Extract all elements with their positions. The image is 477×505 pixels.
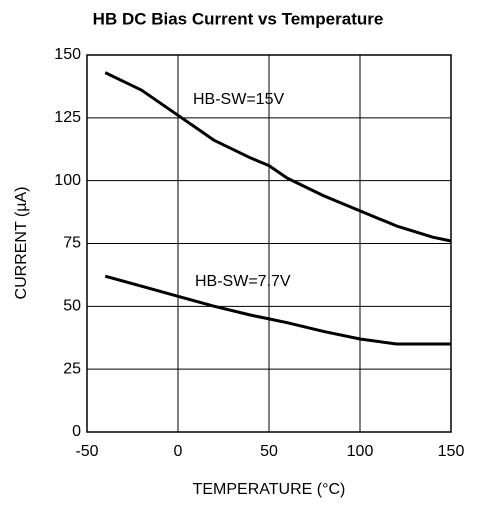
y-tick-label: 0 <box>72 423 81 440</box>
series-line <box>104 274 451 346</box>
y-tick-label: 75 <box>63 235 81 252</box>
series-label: HB-SW=7.7V <box>195 273 291 290</box>
x-axis-label: TEMPERATURE (°C) <box>193 481 346 498</box>
chart-title: HB DC Bias Current vs Temperature <box>93 9 384 28</box>
x-tick-label: 150 <box>438 443 465 460</box>
y-tick-label: 100 <box>54 172 81 189</box>
x-tick-label: 0 <box>174 443 183 460</box>
x-tick-label: 50 <box>260 443 278 460</box>
y-axis-label: CURRENT (µA) <box>13 187 30 300</box>
y-tick-label: 125 <box>54 109 81 126</box>
y-tick-label: 50 <box>63 298 81 315</box>
y-tick-label: 25 <box>63 360 81 377</box>
y-tick-label: 150 <box>54 46 81 63</box>
series-line <box>104 71 452 243</box>
x-tick-label: -50 <box>75 443 98 460</box>
series-label: HB-SW=15V <box>193 91 284 108</box>
x-tick-label: 100 <box>347 443 374 460</box>
